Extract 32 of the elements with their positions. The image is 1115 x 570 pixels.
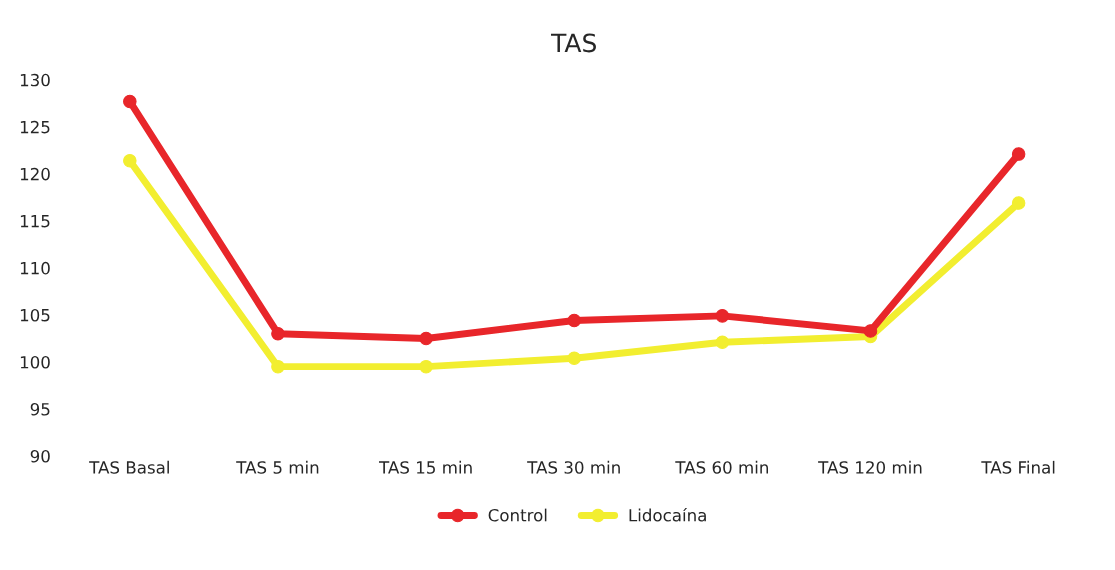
- point: [123, 94, 137, 109]
- x-tick-label: TAS 5 min: [236, 460, 319, 474]
- point: [271, 326, 285, 341]
- y-tick-label: 130: [20, 73, 50, 87]
- y-tick-label: 125: [20, 120, 50, 134]
- point: [863, 324, 878, 338]
- x-tick-label: TAS 120 min: [818, 460, 922, 474]
- y-tick-label: 90: [30, 449, 50, 463]
- point: [1011, 196, 1026, 210]
- point: [567, 313, 581, 328]
- y-tick-label: 115: [20, 215, 50, 228]
- point: [715, 335, 730, 349]
- x-tick-label: TAS 15 min: [378, 460, 472, 474]
- point: [123, 153, 137, 168]
- legend-label: Lidocaína: [629, 507, 706, 522]
- point: [1011, 147, 1026, 161]
- legend-label: Control: [488, 508, 547, 522]
- y-tick-label: 120: [20, 167, 50, 181]
- y-tick-label: 100: [20, 355, 50, 369]
- y-tick-label: 110: [20, 261, 50, 275]
- point: [419, 359, 433, 374]
- x-tick-label: TAS Basal: [89, 460, 169, 474]
- point: [567, 351, 581, 365]
- x-tick-label: TAS 60 min: [675, 460, 768, 474]
- y-tick-label: 95: [30, 402, 50, 416]
- point: [419, 331, 433, 346]
- x-tick-label: TAS 30 min: [527, 460, 620, 474]
- y-tick-label: 105: [20, 308, 50, 322]
- x-tick-label: TAS Final: [981, 460, 1055, 474]
- point: [715, 309, 730, 323]
- point: [271, 359, 285, 374]
- chart-title: TAS: [551, 33, 596, 53]
